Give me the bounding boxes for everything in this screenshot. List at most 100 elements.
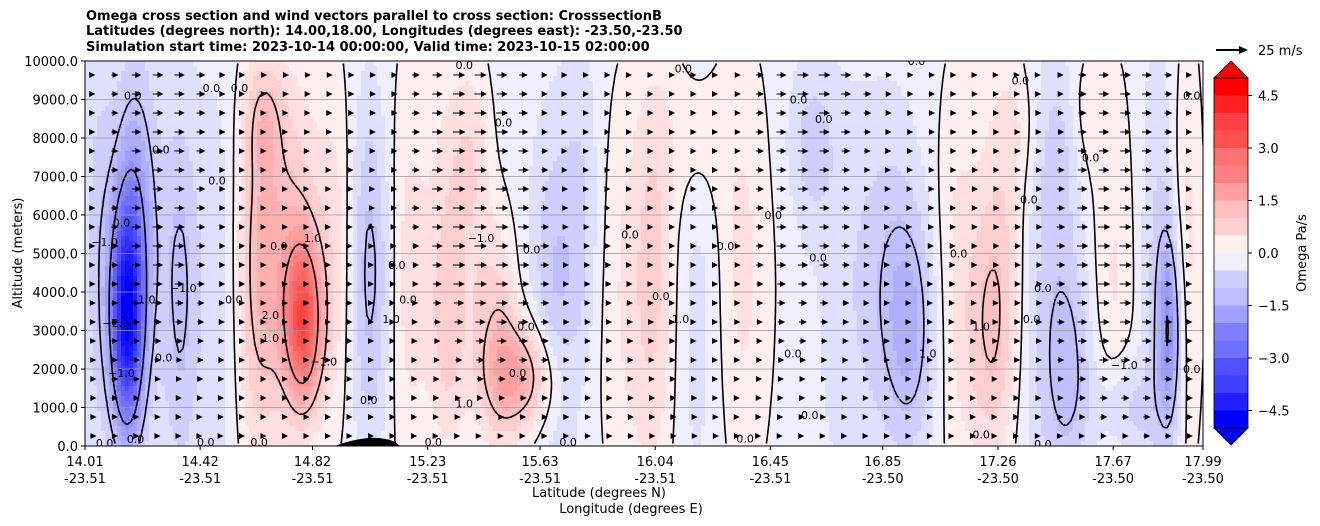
omega-cell xyxy=(205,216,210,222)
omega-cell xyxy=(133,326,138,332)
omega-cell xyxy=(125,131,130,137)
omega-cell xyxy=(145,316,150,322)
omega-cell xyxy=(181,326,186,332)
omega-cell xyxy=(301,266,306,272)
omega-cell xyxy=(149,306,154,312)
omega-cell xyxy=(201,356,206,362)
omega-cell xyxy=(233,126,238,132)
omega-cell xyxy=(337,141,342,147)
omega-cell xyxy=(341,351,346,357)
omega-cell xyxy=(173,181,178,187)
omega-cell xyxy=(97,66,102,72)
omega-cell xyxy=(165,301,170,307)
omega-cell xyxy=(101,101,106,107)
omega-cell xyxy=(273,301,278,307)
omega-cell xyxy=(253,281,258,287)
omega-cell xyxy=(261,131,266,137)
omega-cell xyxy=(341,376,346,382)
omega-cell xyxy=(277,376,282,382)
omega-cell xyxy=(317,236,322,242)
omega-cell xyxy=(129,326,134,332)
omega-cell xyxy=(297,206,302,212)
omega-cell xyxy=(161,116,166,122)
omega-cell xyxy=(309,441,314,446)
omega-cell xyxy=(241,361,246,367)
omega-cell xyxy=(293,211,298,217)
omega-cell xyxy=(245,146,250,152)
omega-cell xyxy=(101,271,106,277)
omega-cell xyxy=(133,206,138,212)
omega-cell xyxy=(157,86,162,92)
omega-cell xyxy=(301,81,306,87)
omega-cell xyxy=(125,401,130,407)
omega-cell xyxy=(233,61,238,67)
omega-cell xyxy=(161,176,166,182)
omega-cell xyxy=(133,286,138,292)
omega-cell xyxy=(133,131,138,137)
omega-cell xyxy=(229,361,234,367)
omega-cell xyxy=(201,261,206,267)
omega-cell xyxy=(257,431,262,437)
omega-cell xyxy=(221,406,226,412)
omega-cell xyxy=(101,111,106,117)
omega-cell xyxy=(205,376,210,382)
omega-cell xyxy=(189,201,194,207)
omega-cell xyxy=(249,156,254,162)
omega-cell xyxy=(257,146,262,152)
omega-cell xyxy=(285,301,290,307)
omega-cell xyxy=(257,266,262,272)
omega-cell xyxy=(125,336,130,342)
omega-cell xyxy=(341,311,346,317)
omega-cell xyxy=(313,101,318,107)
omega-cell xyxy=(105,231,110,237)
omega-cell xyxy=(317,176,322,182)
omega-cell xyxy=(133,311,138,317)
omega-cell xyxy=(173,156,178,162)
omega-cell xyxy=(229,201,234,207)
omega-cell xyxy=(173,436,178,442)
omega-cell xyxy=(333,111,338,117)
omega-cell xyxy=(85,396,90,402)
omega-cell xyxy=(301,256,306,262)
omega-cell xyxy=(189,421,194,427)
omega-cell xyxy=(117,296,122,302)
omega-cell xyxy=(293,316,298,322)
omega-cell xyxy=(329,386,334,392)
omega-cell xyxy=(105,76,110,82)
omega-cell xyxy=(285,206,290,212)
omega-cell xyxy=(341,346,346,352)
omega-cell xyxy=(181,171,186,177)
omega-cell xyxy=(213,226,218,232)
omega-cell xyxy=(141,116,146,122)
omega-cell xyxy=(157,306,162,312)
omega-cell xyxy=(341,71,346,77)
omega-cell xyxy=(209,266,214,272)
omega-cell xyxy=(213,66,218,72)
omega-cell xyxy=(185,381,190,387)
omega-cell xyxy=(101,176,106,182)
omega-cell xyxy=(137,361,142,367)
omega-cell xyxy=(185,246,190,252)
omega-cell xyxy=(297,236,302,242)
omega-cell xyxy=(337,331,342,337)
omega-cell xyxy=(269,431,274,437)
omega-cell xyxy=(309,361,314,367)
omega-cell xyxy=(197,391,202,397)
omega-cell xyxy=(305,231,310,237)
omega-cell xyxy=(289,71,294,77)
omega-cell xyxy=(205,396,210,402)
omega-cell xyxy=(85,121,90,127)
omega-cell xyxy=(309,281,314,287)
omega-cell xyxy=(101,231,106,237)
omega-cell xyxy=(305,411,310,417)
omega-cell xyxy=(249,106,254,112)
omega-cell xyxy=(117,441,122,446)
omega-cell xyxy=(269,201,274,207)
omega-cell xyxy=(225,396,230,402)
omega-cell xyxy=(265,231,270,237)
omega-cell xyxy=(257,126,262,132)
omega-cell xyxy=(245,211,250,217)
omega-cell xyxy=(217,146,222,152)
omega-cell xyxy=(313,206,318,212)
omega-cell xyxy=(109,181,114,187)
